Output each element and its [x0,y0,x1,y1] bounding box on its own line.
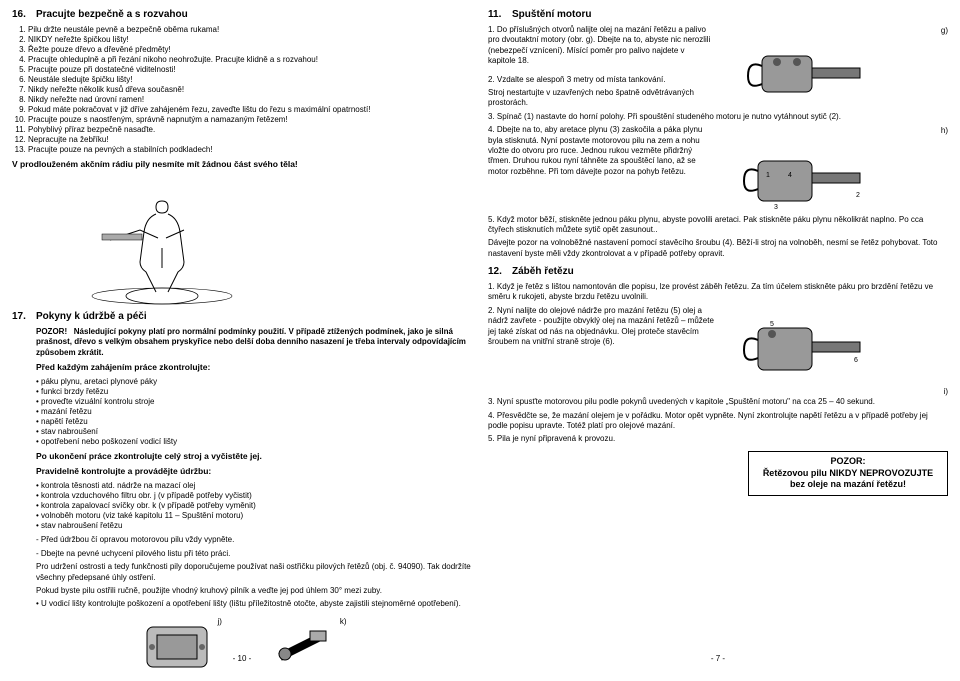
list-item: NIKDY neřežte špičkou lišty! [28,35,472,45]
list-item: stav nabroušení [36,427,472,437]
illustration-chainsaw-g: g) [722,25,948,112]
fig-i-label: i) [944,387,948,396]
note: - Před údržbou čí opravou motorovou pilu… [36,535,472,545]
maint-heading: Pravidelně kontrolujte a provádějte údrž… [36,466,472,477]
list-item: volnoběh motoru (viz také kapitolu 11 – … [36,511,472,521]
warning-label: POZOR: [753,456,943,468]
fig-g-label: g) [941,26,948,35]
svg-text:6: 6 [854,357,858,364]
sec11-p6: Dávejte pozor na volnoběžné nastavení po… [488,238,948,259]
after-heading: Po ukončení práce zkontrolujte celý stro… [36,451,472,462]
list-item: kontrola zapalovací svíčky obr. k (v pří… [36,501,472,511]
list-item: stav nabroušení řetězu [36,521,472,531]
fig-k-label: k) [340,617,347,627]
left-page-number: - 10 - [12,654,472,664]
sec11-p2b: Stroj nestartujte v uzavřených nebo špat… [488,88,714,109]
maint-list: kontrola těsnosti atd. nádrže na mazací … [36,481,472,531]
svg-text:1: 1 [766,172,770,179]
list-item: opotřebení nebo poškození vodicí lišty [36,437,472,447]
section-12-header: 12. Záběh řetězu [488,265,948,278]
note: - Dbejte na pevné uchycení pilového list… [36,549,472,559]
section-11-num: 11. [488,8,512,21]
fig-j-label: j) [217,617,221,627]
list-item: Nepracujte na žebříku! [28,135,472,145]
list-item: Pracujte pouze na pevných a stabilních p… [28,145,472,155]
fig-jk-row: j) k) [12,613,472,681]
section-12-title: Záběh řetězu [512,265,948,278]
note: Pokud byste pilu ostřili ručně, použijte… [36,586,472,596]
svg-text:2: 2 [856,192,860,199]
right-page: 11. Spuštění motoru 1. Do příslušných ot… [488,8,948,664]
illustration-chainsaw-h: h) 1 4 2 3 [722,125,948,214]
section-11-title: Spuštění motoru [512,8,948,21]
list-item: napětí řetězu [36,417,472,427]
note: • U vodicí lišty kontrolujte poškození a… [36,599,472,609]
left-page: 16. Pracujte bezpečně a s rozvahou Pilu … [12,8,472,664]
fig-h-label: h) [941,126,948,135]
illustration-filter-j: j) [137,617,221,677]
warning-text2: bez oleje na mazání řetězu! [753,479,943,491]
sec11-p1: 1. Do příslušných otvorů nalijte olej na… [488,25,714,67]
sec12-p4: 4. Přesvědčte se, že mazání olejem je v … [488,411,948,432]
list-item: Pracujte pouze při dostatečné viditelnos… [28,65,472,75]
list-item: páku plynu, aretaci plynové páky [36,377,472,387]
note: Pro udržení ostrosti a tedy funkčnosti p… [36,562,472,583]
section-16-bold-note: V prodlouženém akčním rádiu pily nesmíte… [12,159,472,170]
sec12-p1: 1. Když je řetěz s lištou namontován dle… [488,282,948,303]
list-item: Nikdy neřežte několik kusů dřeva současn… [28,85,472,95]
check-list: páku plynu, aretaci plynové páky funkci … [36,377,472,447]
section-17-num: 17. [12,310,36,323]
maint-notes: - Před údržbou čí opravou motorovou pilu… [36,535,472,609]
section-16-list: Pilu držte neustále pevně a bezpečně obě… [28,25,472,155]
list-item: Pokud máte pokračovat v již dříve zaháje… [28,105,472,115]
list-item: funkci brzdy řetězu [36,387,472,397]
svg-text:5: 5 [770,321,774,328]
list-item: Pilu držte neustále pevně a bezpečně obě… [28,25,472,35]
illustration-chainsaw-i: 5 6 i) [722,306,948,397]
sec12-p3: 3. Nyní spusťte motorovou pilu podle pok… [488,397,948,407]
sec11-p5: 5. Když motor běží, stiskněte jednou pák… [488,215,948,236]
sec11-row1: 1. Do příslušných otvorů nalijte olej na… [488,25,948,112]
list-item: Nikdy neřežte nad úrovní ramen! [28,95,472,105]
sec12-row: 2. Nyní nalijte do olejové nádrže pro ma… [488,306,948,397]
sec11-p4: 4. Dbejte na to, aby aretace plynu (3) z… [488,125,714,177]
list-item: Řežte pouze dřevo a dřevěné předměty! [28,45,472,55]
sec11-p3: 3. Spínač (1) nastavte do horní polohy. … [488,112,948,122]
sec11-p2a: 2. Vzdalte se alespoň 3 metry od místa t… [488,75,714,85]
section-11-header: 11. Spuštění motoru [488,8,948,21]
sec12-p5: 5. Pila je nyní připravená k provozu. [488,434,948,444]
illustration-person-chainsaw [72,176,472,306]
sec12-p2: 2. Nyní nalijte do olejové nádrže pro ma… [488,306,714,348]
section-16-header: 16. Pracujte bezpečně a s rozvahou [12,8,472,21]
section-16-title: Pracujte bezpečně a s rozvahou [36,8,472,21]
list-item: Neustále sledujte špičku lišty! [28,75,472,85]
section-17-header: 17. Pokyny k údržbě a péči [12,310,472,323]
list-item: Pohyblivý příraz bezpečně nasaďte. [28,125,472,135]
sec11-row2: 4. Dbejte na to, aby aretace plynu (3) z… [488,125,948,214]
list-item: kontrola vzduchového filtru obr. j (v př… [36,491,472,501]
section-16-num: 16. [12,8,36,21]
check-heading: Před každým zahájením práce zkontrolujte… [36,362,472,373]
section-17-title: Pokyny k údržbě a péči [36,310,472,323]
svg-text:3: 3 [774,204,778,211]
section-12-num: 12. [488,265,512,278]
section-17-warning: POZOR! Následující pokyny platí pro norm… [36,327,472,358]
list-item: kontrola těsnosti atd. nádrže na mazací … [36,481,472,491]
list-item: Pracujte ohleduplně a při řezání nikoho … [28,55,472,65]
warning-text1: Řetězovou pilu NIKDY NEPROVOZUJTE [753,468,943,480]
list-item: proveďte vizuální kontrolu stroje [36,397,472,407]
list-item: Pracujte pouze s naostřeným, správně nap… [28,115,472,125]
warning-box: POZOR: Řetězovou pilu NIKDY NEPROVOZUJTE… [748,451,948,496]
list-item: mazání řetězu [36,407,472,417]
right-page-number: - 7 - [488,654,948,664]
illustration-sparkplug-k: k) [260,617,347,677]
svg-text:4: 4 [788,172,792,179]
